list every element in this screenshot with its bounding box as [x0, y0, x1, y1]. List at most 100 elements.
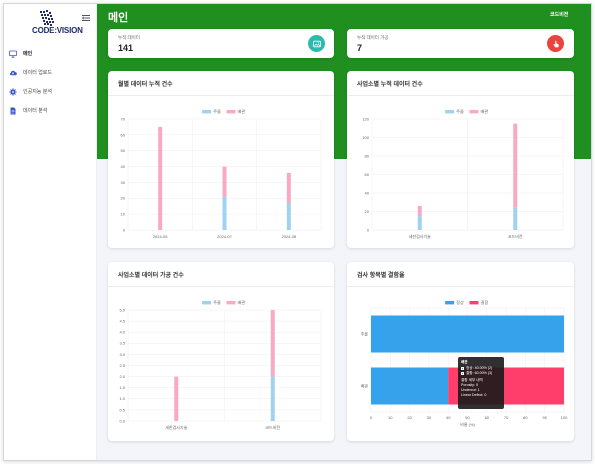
bar-주물	[513, 207, 518, 230]
card-divider	[108, 95, 334, 96]
y-tick-label: 0	[367, 227, 370, 232]
x-tick-label: 2024-05	[153, 234, 168, 239]
y-tick-label: 4.0	[119, 330, 125, 335]
chart-card-by-business-processed: 사업소별 데이터 가공 건수 주물 배관 0.0 0.5 1.0 1.5 2.0 2.5 3.0…	[108, 262, 334, 441]
stat-label: 누적 데이터 가공	[357, 35, 389, 40]
chart-card-inspection: 검사 항목별 결함율 정상 결함 0 10 20 30 40 50 60 70 80 90 100 주물 배…	[347, 262, 574, 441]
legend-swatch	[445, 301, 455, 305]
bar-배관	[222, 166, 227, 197]
tooltip-text: Linear Defect: 0	[461, 393, 487, 397]
stat-value: 7	[357, 43, 363, 53]
legend-label: 주물	[456, 109, 464, 115]
sidebar-item-label: 데이터 업로드	[23, 70, 52, 76]
card-divider	[108, 286, 334, 287]
bar-배관	[270, 310, 275, 377]
bar-배관	[174, 376, 179, 421]
x-tick-label: 세한검사기술	[165, 424, 187, 430]
chart-card-by-business: 사업소별 누적 데이터 건수 주물 배관 0 20 40 60 80 100 120 세한검사기술…	[347, 71, 574, 248]
y-tick-label: 120	[362, 116, 369, 121]
sidebar: CODE:VISION 메인 데이터 업로드 인공지능 분석 데이터 분석	[4, 4, 97, 460]
bar-배관	[417, 205, 422, 217]
y-tick-label: 1.0	[119, 396, 125, 401]
sidebar-item-data-analysis[interactable]: 데이터 분석	[4, 101, 97, 120]
sidebar-item-label: 메인	[23, 51, 33, 57]
chart-card-monthly: 월별 데이터 누적 건수 주물 배관 0 10 20 30 40 50 60 70 2024-05 2…	[108, 71, 334, 248]
brand-logo[interactable]: CODE:VISION	[32, 10, 83, 38]
y-tick-label: 0.0	[119, 418, 125, 423]
sidebar-item-main[interactable]: 메인	[4, 44, 97, 63]
card-divider	[347, 286, 574, 287]
page-title: 메인	[108, 12, 129, 24]
y-tick-label: 주물	[361, 330, 369, 336]
x-tick-label: 30	[427, 415, 432, 420]
legend-swatch	[461, 371, 464, 375]
y-tick-label: 4.5	[119, 319, 125, 324]
legend-label: 주물	[213, 109, 221, 115]
bar-주물	[222, 196, 227, 230]
y-tick-label: 60	[121, 132, 126, 137]
bar-배관	[513, 123, 518, 208]
x-tick-label: 0	[370, 415, 373, 420]
sidebar-item-data-upload[interactable]: 데이터 업로드	[4, 63, 97, 82]
x-tick-label: 2024-07	[217, 234, 232, 239]
y-tick-label: 20	[365, 209, 370, 214]
x-tick-label: 코드비전	[265, 424, 280, 430]
bar-정상	[371, 367, 449, 405]
by-business-chart: 주물 배관 0 20 40 60 80 100 120 세한검사기술 코드비전	[362, 108, 564, 239]
y-tick-label: 배관	[361, 382, 369, 388]
stat-value: 141	[118, 43, 134, 53]
x-tick-label: 50	[465, 415, 470, 420]
x-tick-label: 세한검사기술	[409, 233, 431, 239]
legend-swatch	[469, 110, 479, 114]
legend-swatch	[226, 110, 236, 114]
logo-text: CODE:VISION	[32, 26, 83, 35]
x-tick-label: 40	[446, 415, 451, 420]
legend-label: 주물	[213, 300, 221, 306]
tooltip-text: 정상: 40.00% (2)	[466, 366, 493, 370]
bar-주물	[417, 216, 422, 230]
x-tick-label: 90	[542, 415, 547, 420]
bar-주물	[286, 203, 291, 230]
monthly-chart: 주물 배관 0 10 20 30 40 50 60 70 2024-05 2024-07 2024-08	[121, 108, 322, 239]
sidebar-item-label: 데이터 분석	[23, 108, 48, 114]
y-tick-label: 2.5	[119, 363, 125, 368]
x-tick-label: 60	[485, 415, 490, 420]
cloud-upload-icon	[9, 69, 17, 77]
x-tick-label: 10	[388, 415, 393, 420]
legend-swatch	[226, 301, 236, 305]
x-tick-label: 80	[523, 415, 528, 420]
y-tick-label: 0.5	[119, 407, 125, 412]
bar-배관	[286, 172, 291, 204]
y-tick-label: 50	[121, 148, 126, 153]
sidebar-collapse-icon[interactable]	[81, 14, 92, 24]
monitor-icon	[9, 50, 17, 58]
bar-주물	[270, 376, 275, 421]
document-icon	[9, 107, 17, 115]
x-tick-label: 20	[407, 415, 412, 420]
legend-swatch	[461, 366, 464, 370]
tooltip-line-normal: 정상: 40.00% (2)	[461, 366, 501, 371]
stat-card-total-data: 누적 데이터 141	[108, 29, 334, 58]
sidebar-item-ai-analysis[interactable]: 인공지능 분석	[4, 82, 97, 101]
y-tick-label: 80	[365, 153, 370, 158]
legend-label: 배관	[238, 299, 246, 306]
stat-label: 누적 데이터	[118, 35, 140, 40]
card-divider	[347, 95, 574, 96]
chart-title: 검사 항목별 결함율	[357, 273, 405, 279]
y-tick-label: 10	[121, 212, 126, 217]
x-tick-label: 100	[561, 415, 568, 420]
by-business-processed-chart: 주물 배관 0.0 0.5 1.0 1.5 2.0 2.5 3.0 3.5 4.0 4.5 5.0 세한검…	[119, 299, 322, 430]
gear-icon	[9, 87, 17, 96]
y-tick-label: 40	[121, 164, 126, 169]
legend-label: 정상	[456, 299, 464, 305]
y-tick-label: 40	[365, 190, 370, 195]
legend-swatch	[202, 110, 212, 114]
chart-title: 사업소별 누적 데이터 건수	[357, 82, 423, 88]
tooltip-text: 결함 세부 내역	[461, 378, 483, 382]
tooltip-text: Porosity: 5	[461, 383, 478, 387]
y-tick-label: 20	[121, 196, 126, 201]
y-tick-label: 3.0	[119, 352, 125, 357]
header-user-link[interactable]: 코드비전	[550, 12, 569, 18]
y-tick-label: 30	[121, 180, 126, 185]
